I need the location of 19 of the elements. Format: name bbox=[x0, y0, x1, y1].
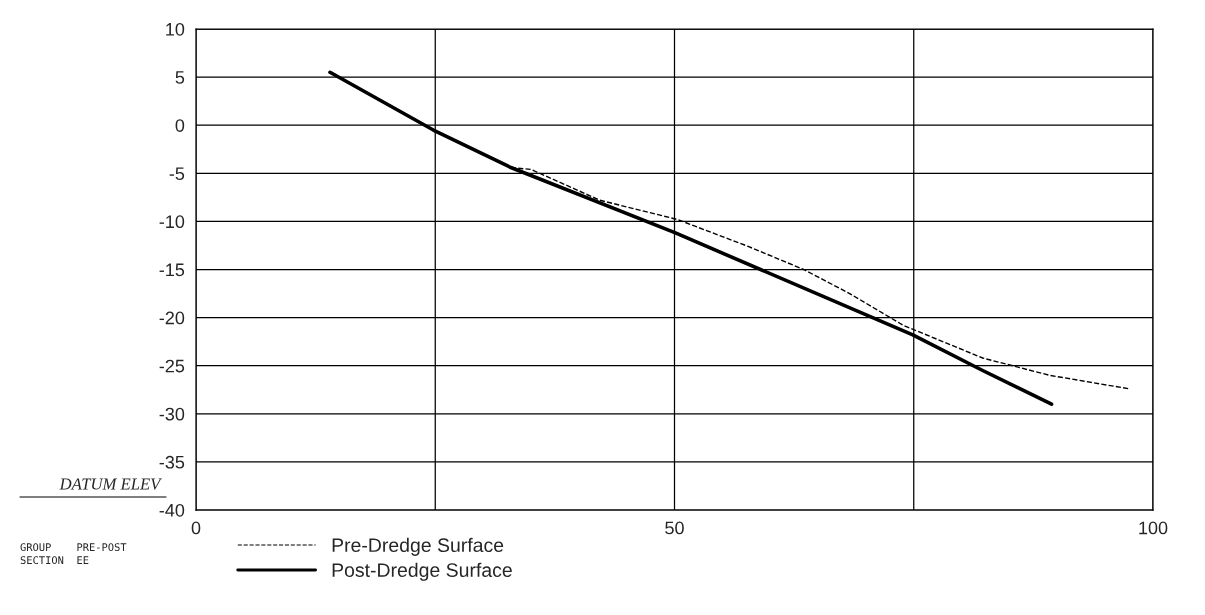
legend-label: Pre-Dredge Surface bbox=[332, 537, 504, 556]
y-tick-label: -30 bbox=[159, 407, 185, 421]
x-tick-label: 0 bbox=[191, 521, 201, 535]
y-tick-label: -25 bbox=[159, 359, 185, 373]
y-tick-label: -5 bbox=[169, 167, 185, 181]
y-tick-label: -15 bbox=[159, 263, 185, 277]
y-tick-label: 10 bbox=[166, 22, 185, 36]
x-tick-label: 100 bbox=[1139, 521, 1168, 535]
y-tick-label: 5 bbox=[175, 71, 185, 84]
y-tick-label: 0 bbox=[175, 119, 185, 132]
y-tick-label: -10 bbox=[159, 215, 185, 229]
text: GROUP PRE-POST bbox=[20, 543, 127, 552]
y-tick-label: -40 bbox=[159, 503, 185, 517]
y-tick-label: -20 bbox=[159, 311, 185, 325]
y-axis-title: DATUM ELEV bbox=[59, 478, 162, 490]
x-tick-label: 50 bbox=[665, 521, 684, 535]
text: SECTION EE bbox=[20, 556, 89, 565]
y-tick-label: -35 bbox=[159, 455, 185, 469]
legend-label: Post-Dredge Surface bbox=[332, 562, 512, 581]
